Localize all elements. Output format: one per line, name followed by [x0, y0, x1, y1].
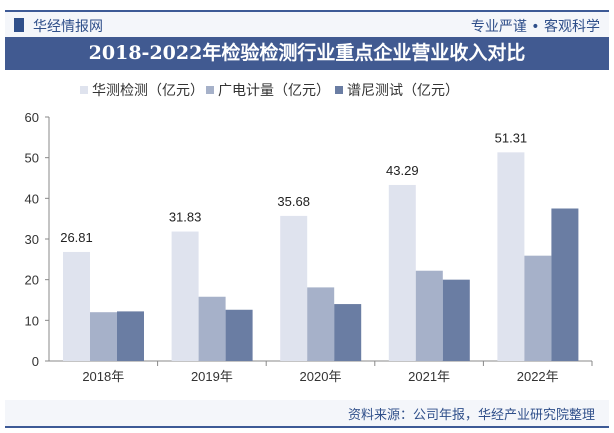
bar [280, 215, 308, 361]
legend-label: 广电计量（亿元） [218, 83, 330, 99]
data-label: 35.68 [277, 194, 310, 209]
bar [524, 255, 552, 361]
y-tick-label: 60 [25, 110, 39, 125]
data-label: 43.29 [386, 163, 419, 178]
bar [198, 296, 226, 361]
legend-item: 谱尼测试（亿元） [335, 80, 459, 100]
bar [90, 312, 117, 361]
x-tick-label: 2018年 [82, 369, 124, 384]
legend-swatch [335, 86, 343, 94]
y-tick-label: 0 [32, 354, 39, 369]
source-bar: 资料来源：公司年报，华经产业研究院整理 [5, 400, 609, 428]
y-tick-label: 50 [25, 151, 39, 166]
bar [63, 251, 90, 361]
slogan: 专业严谨 • 客观科学 [470, 19, 600, 35]
legend-item: 广电计量（亿元） [206, 80, 330, 100]
bar [388, 184, 416, 361]
brand-name: 华经情报网 [33, 19, 103, 35]
bar [415, 270, 443, 361]
bar [307, 287, 335, 361]
x-tick-label: 2022年 [517, 369, 559, 384]
bar [225, 309, 253, 361]
top-border [5, 10, 609, 12]
data-label: 31.83 [169, 210, 202, 225]
legend-label: 谱尼测试（亿元） [347, 83, 459, 99]
bar [551, 208, 579, 361]
bar [117, 311, 144, 361]
bar [442, 279, 470, 361]
x-tick-label: 2020年 [300, 369, 342, 384]
y-tick-label: 30 [25, 232, 39, 247]
legend-label: 华测检测（亿元） [92, 83, 204, 99]
source-text: 资料来源：公司年报，华经产业研究院整理 [347, 408, 595, 423]
y-tick-label: 40 [25, 191, 39, 206]
y-tick-label: 20 [25, 273, 39, 288]
legend-swatch [80, 86, 88, 94]
logo-icon [14, 18, 24, 32]
chart-title: 2018-2022年检验检测行业重点企业营业收入对比 [5, 37, 609, 70]
x-tick-label: 2021年 [408, 369, 450, 384]
data-label: 26.81 [60, 230, 93, 245]
header-bar [5, 12, 609, 37]
bar [171, 231, 199, 361]
bar [497, 152, 525, 361]
data-label: 51.31 [495, 130, 528, 145]
y-tick-label: 10 [25, 313, 39, 328]
bar [334, 304, 362, 361]
legend-swatch [206, 86, 214, 94]
legend-item: 华测检测（亿元） [80, 80, 204, 100]
x-tick-label: 2019年 [191, 369, 233, 384]
